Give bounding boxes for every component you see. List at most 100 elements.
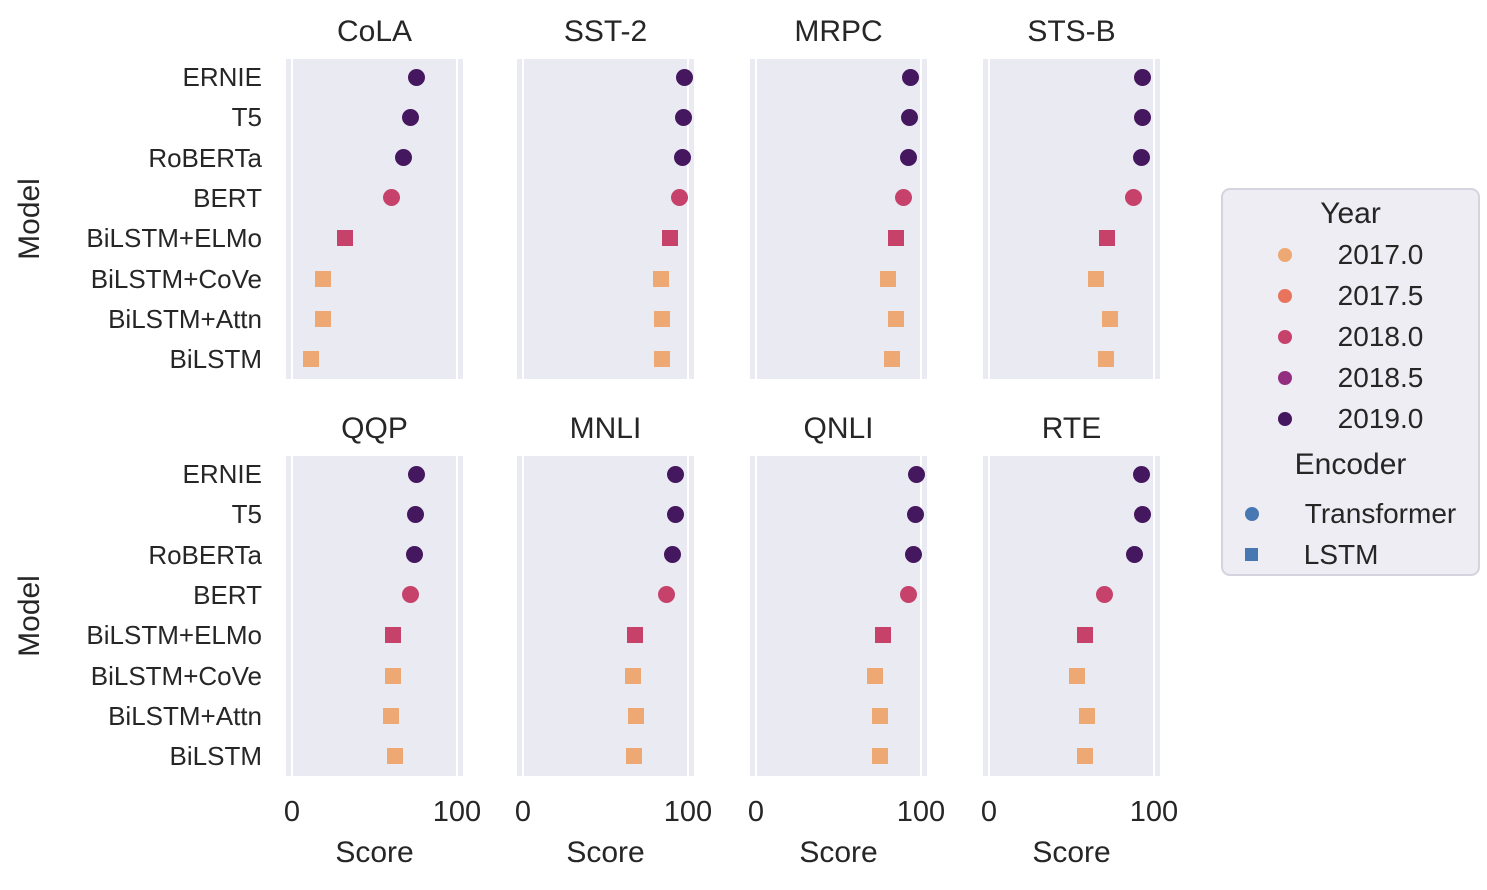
facet-panel-STS-B: [983, 59, 1160, 379]
lstm-square-icon: [1244, 548, 1258, 561]
point-STS-B-BERT: [1125, 189, 1143, 207]
ytick-row1-RoBERTa: RoBERTa: [148, 539, 262, 570]
point-SST-2-BiLSTM+Attn: [654, 310, 671, 327]
point-STS-B-RoBERTa: [1132, 149, 1150, 167]
point-SST-2-BiLSTM+CoVe: [652, 270, 669, 287]
point-MRPC-BiLSTM: [883, 351, 900, 368]
point-QQP-BiLSTM: [386, 748, 403, 765]
legend-entry-2018.0: 2018.0: [1277, 316, 1424, 357]
point-STS-B-BiLSTM+ELMo: [1098, 230, 1115, 247]
ytick-row1-BiLSTM+ELMo: BiLSTM+ELMo: [86, 620, 262, 651]
point-RTE-BiLSTM: [1077, 748, 1094, 765]
legend-entry-2019.0: 2019.0: [1277, 398, 1424, 439]
year-2017.0-dot-icon: [1277, 247, 1292, 262]
legend-entry-label: Transformer: [1304, 498, 1457, 529]
year-2018.5-dot-icon: [1277, 370, 1292, 385]
gridline-x100: [687, 59, 689, 379]
ytick-row0-BiLSTM+CoVe: BiLSTM+CoVe: [90, 263, 262, 294]
point-QNLI-BERT: [900, 586, 918, 604]
point-QNLI-BiLSTM+Attn: [872, 707, 889, 724]
point-RTE-ERNIE: [1133, 465, 1151, 483]
point-STS-B-T5: [1134, 108, 1152, 126]
point-MRPC-BiLSTM+Attn: [888, 310, 905, 327]
transformer-dot-icon: [1244, 506, 1259, 521]
legend-entry-label: 2019.0: [1337, 403, 1424, 434]
point-STS-B-BiLSTM: [1097, 351, 1114, 368]
point-RTE-BiLSTM+CoVe: [1069, 667, 1086, 684]
gridline-x100: [1153, 456, 1155, 776]
point-MNLI-T5: [666, 505, 684, 523]
point-CoLA-BiLSTM: [303, 351, 320, 368]
facet-title-CoLA: CoLA: [336, 15, 413, 48]
point-QNLI-ERNIE: [908, 465, 926, 483]
xtick-MNLI-100: 100: [663, 796, 713, 828]
gridline-x100: [920, 456, 922, 776]
point-MNLI-BiLSTM+ELMo: [627, 627, 644, 644]
point-MNLI-ERNIE: [666, 465, 684, 483]
ytick-row0-BiLSTM: BiLSTM: [169, 344, 262, 375]
point-MRPC-RoBERTa: [899, 149, 917, 167]
legend-entry-label: 2018.0: [1337, 321, 1424, 352]
point-CoLA-BiLSTM+Attn: [314, 310, 331, 327]
point-MNLI-BiLSTM+CoVe: [624, 667, 641, 684]
xtick-QNLI-100: 100: [896, 796, 946, 828]
facet-panel-SST-2: [517, 59, 694, 379]
point-SST-2-BiLSTM: [653, 351, 670, 368]
point-MRPC-BiLSTM+CoVe: [880, 270, 896, 287]
point-QQP-BiLSTM+Attn: [383, 707, 400, 724]
point-MNLI-BiLSTM+Attn: [628, 707, 645, 724]
point-MNLI-BERT: [657, 586, 675, 604]
point-CoLA-T5: [401, 108, 419, 126]
point-QQP-BiLSTM+ELMo: [384, 627, 401, 644]
xtick-RTE-0: 0: [980, 796, 998, 828]
point-MRPC-BERT: [894, 189, 912, 207]
legend-year-title: Year: [1320, 197, 1381, 230]
gridline-x0: [755, 59, 757, 379]
point-RTE-BiLSTM+ELMo: [1077, 627, 1094, 644]
facet-panel-QQP: [286, 456, 463, 776]
point-CoLA-ERNIE: [408, 68, 426, 86]
facet-title-STS-B: STS-B: [1027, 15, 1116, 48]
facet-title-MRPC: MRPC: [794, 15, 883, 48]
legend-year-section: 2017.0 2017.5 2018.0 2018.5 2019.0: [1277, 234, 1424, 439]
legend-entry-2017.0: 2017.0: [1277, 234, 1423, 275]
point-STS-B-BiLSTM+CoVe: [1088, 270, 1105, 287]
facet-title-QNLI: QNLI: [803, 412, 874, 445]
facet-title-RTE: RTE: [1041, 412, 1102, 445]
gridline-x0: [522, 456, 524, 776]
xtick-RTE-100: 100: [1129, 796, 1179, 828]
xaxis-label-QNLI: Score: [799, 836, 878, 869]
xaxis-label-QQP: Score: [335, 836, 414, 869]
ytick-row1-BERT: BERT: [193, 579, 262, 610]
legend-entry-label: 2017.5: [1337, 280, 1424, 311]
point-CoLA-BiLSTM+ELMo: [336, 230, 353, 247]
point-RTE-BiLSTM+Attn: [1078, 707, 1095, 724]
facet-title-QQP: QQP: [341, 412, 408, 445]
point-QQP-ERNIE: [407, 465, 425, 483]
xaxis-label-MNLI: Score: [566, 836, 645, 869]
point-SST-2-ERNIE: [675, 68, 693, 86]
ytick-row1-T5: T5: [231, 499, 262, 530]
point-STS-B-BiLSTM+Attn: [1102, 310, 1119, 327]
point-RTE-RoBERTa: [1126, 546, 1144, 564]
point-QQP-T5: [407, 505, 425, 523]
xtick-MNLI-0: 0: [514, 796, 532, 828]
xtick-QQP-0: 0: [283, 796, 301, 828]
year-2018.0-dot-icon: [1277, 329, 1292, 344]
point-MRPC-BiLSTM+ELMo: [887, 230, 904, 247]
gridline-x100: [687, 456, 689, 776]
gridline-x100: [920, 59, 922, 379]
point-QNLI-T5: [907, 505, 925, 523]
xtick-QQP-100: 100: [432, 796, 482, 828]
year-2019.0-dot-icon: [1277, 411, 1292, 426]
gridline-x0: [291, 59, 293, 379]
gridline-x100: [456, 456, 458, 776]
yaxis-label-row1: Model: [13, 575, 46, 657]
ytick-row0-RoBERTa: RoBERTa: [148, 142, 262, 173]
point-MRPC-T5: [900, 108, 918, 126]
gridline-x100: [456, 59, 458, 379]
legend-encoder-title: Encoder: [1294, 448, 1407, 481]
facet-panel-RTE: [983, 456, 1160, 776]
ytick-row0-BiLSTM+Attn: BiLSTM+Attn: [108, 303, 262, 334]
